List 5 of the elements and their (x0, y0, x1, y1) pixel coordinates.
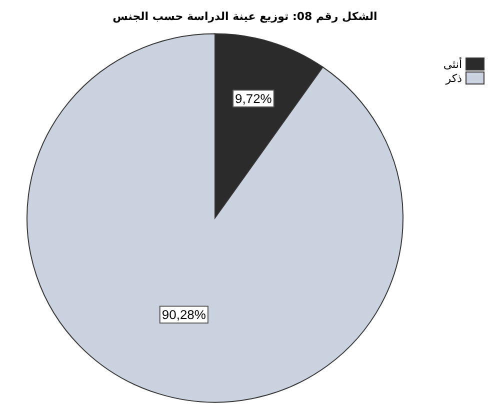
legend-label: أنثى (443, 57, 462, 71)
data-label: 90,28% (162, 307, 206, 322)
legend-label: ذكر (444, 72, 462, 85)
data-label: 9,72% (235, 91, 272, 106)
chart-title: الشكل رقم 08: توزيع عينة الدراسة حسب الجنس (112, 10, 378, 23)
